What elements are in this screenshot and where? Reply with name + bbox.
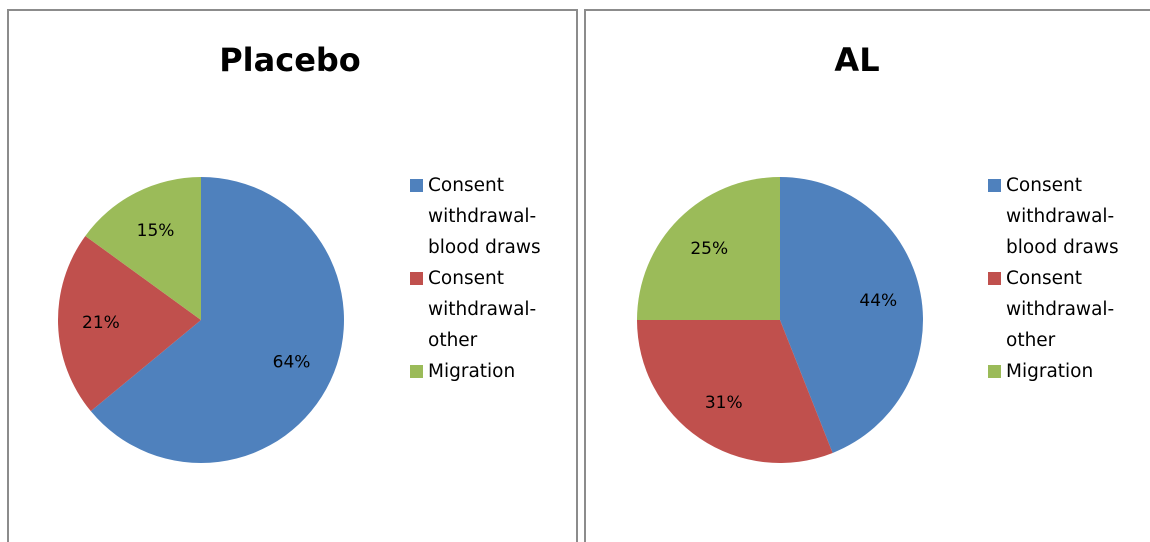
legend-swatch bbox=[988, 179, 1001, 192]
value-label: 21% bbox=[82, 313, 120, 333]
chart-title: AL bbox=[834, 41, 879, 79]
value-label: 44% bbox=[859, 291, 897, 311]
pie-slice bbox=[637, 320, 833, 463]
legend: Consent withdrawal-blood draws Consent wi… bbox=[410, 170, 546, 387]
pie-slice bbox=[780, 177, 924, 453]
legend-label: Consent withdrawal-blood draws bbox=[428, 175, 541, 258]
legend-swatch bbox=[988, 365, 1001, 378]
value-label: 15% bbox=[137, 221, 175, 241]
panel-border bbox=[7, 9, 578, 542]
legend-label: Consent withdrawal-blood draws bbox=[1006, 175, 1119, 258]
legend-label: Consent withdrawal-other bbox=[428, 268, 537, 351]
value-label: 31% bbox=[705, 393, 743, 413]
pie-slice bbox=[637, 177, 780, 320]
legend-swatch bbox=[410, 179, 423, 192]
pie-slice bbox=[90, 177, 344, 464]
legend-label: Migration bbox=[1006, 361, 1094, 382]
pie-slice bbox=[57, 235, 201, 412]
value-label: 64% bbox=[273, 353, 311, 373]
legend-item: Consent withdrawal-other bbox=[410, 263, 546, 356]
legend-item: Consent withdrawal-other bbox=[988, 263, 1124, 356]
legend-item: Migration bbox=[988, 356, 1124, 387]
legend-swatch bbox=[410, 365, 423, 378]
panel-border bbox=[584, 9, 1150, 542]
legend-swatch bbox=[410, 272, 423, 285]
value-label: 25% bbox=[690, 239, 728, 259]
legend-item: Migration bbox=[410, 356, 546, 387]
chart-title: Placebo bbox=[219, 41, 361, 79]
legend-label: Consent withdrawal-other bbox=[1006, 268, 1115, 351]
legend-swatch bbox=[988, 272, 1001, 285]
pie-slice bbox=[85, 177, 201, 320]
legend: Consent withdrawal-blood draws Consent wi… bbox=[988, 170, 1124, 387]
legend-item: Consent withdrawal-blood draws bbox=[988, 170, 1124, 263]
legend-item: Consent withdrawal-blood draws bbox=[410, 170, 546, 263]
legend-label: Migration bbox=[428, 361, 516, 382]
